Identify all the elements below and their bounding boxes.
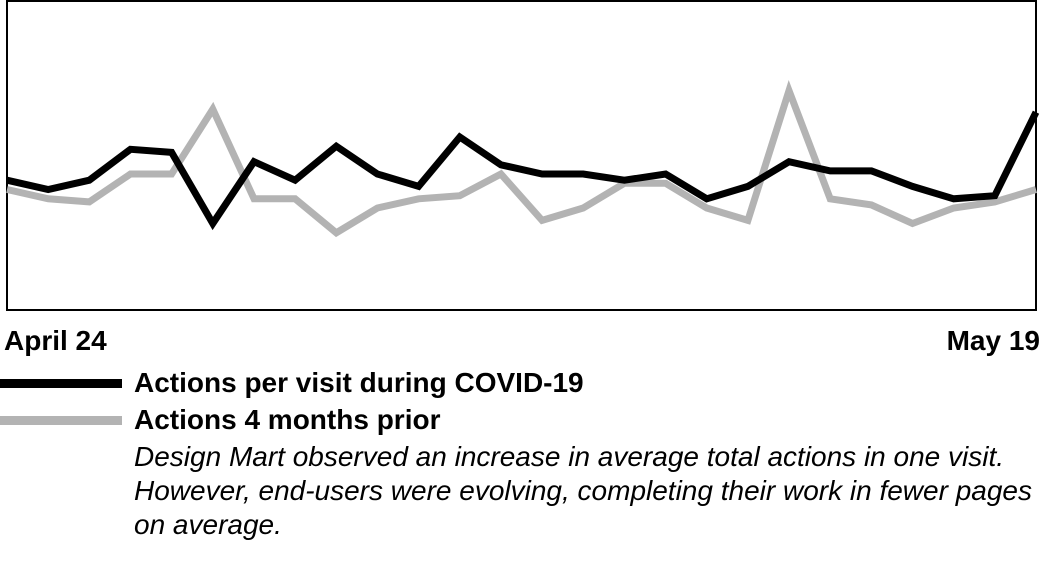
legend-swatch-covid bbox=[0, 379, 122, 388]
chart-caption: Design Mart observed an increase in aver… bbox=[134, 441, 1032, 540]
x-tick-label-start: April 24 bbox=[4, 325, 107, 356]
legend-swatch-prior bbox=[0, 416, 122, 425]
legend-item-prior: Actions 4 months prior bbox=[0, 403, 1042, 437]
chart bbox=[6, 0, 1040, 311]
x-tick-label-end: May 19 bbox=[946, 325, 1040, 356]
plot-frame bbox=[6, 0, 1037, 311]
series-layer bbox=[6, 79, 1040, 238]
legend-label-prior: Actions 4 months prior bbox=[134, 404, 441, 435]
legend-item-covid: Actions per visit during COVID-19 bbox=[0, 366, 1042, 400]
series-line-covid bbox=[6, 110, 1040, 231]
legend-label-covid: Actions per visit during COVID-19 bbox=[134, 367, 584, 398]
